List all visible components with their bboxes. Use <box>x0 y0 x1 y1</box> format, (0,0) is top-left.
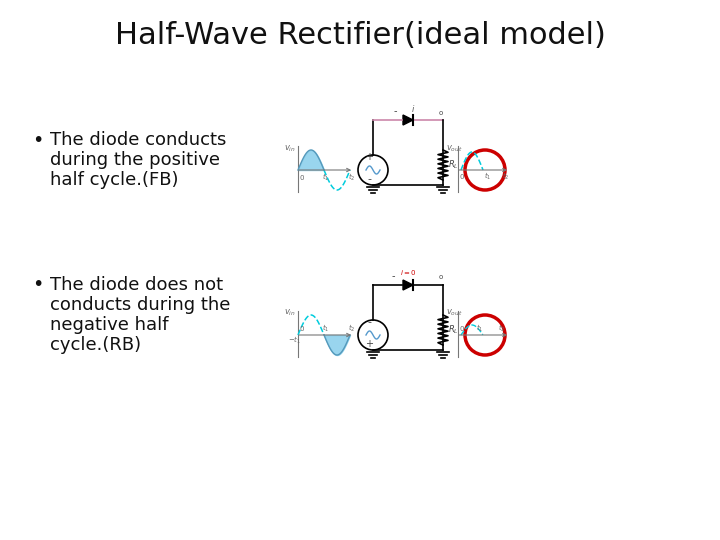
Text: 0: 0 <box>459 174 464 180</box>
Text: $R_L$: $R_L$ <box>448 159 459 171</box>
Text: during the positive: during the positive <box>50 151 220 169</box>
Text: $v_{out}$: $v_{out}$ <box>446 308 463 319</box>
Text: The diode does not: The diode does not <box>50 276 223 294</box>
Text: $t_1$: $t_1$ <box>322 323 329 334</box>
Text: $t_2$: $t_2$ <box>348 172 356 183</box>
Text: The diode conducts: The diode conducts <box>50 131 226 149</box>
Polygon shape <box>403 115 413 125</box>
Text: +: + <box>365 152 373 162</box>
Text: +: + <box>365 339 373 349</box>
Text: $v_{in}$: $v_{in}$ <box>284 143 296 153</box>
Text: $v_{in}$: $v_{in}$ <box>284 308 296 319</box>
Text: negative half: negative half <box>50 316 168 334</box>
Polygon shape <box>403 280 413 290</box>
Text: conducts during the: conducts during the <box>50 296 230 314</box>
Text: $t_1$: $t_1$ <box>484 171 491 182</box>
Text: •: • <box>32 131 43 150</box>
Text: cycle.(RB): cycle.(RB) <box>50 336 141 354</box>
Text: 0: 0 <box>299 326 304 332</box>
Text: -: - <box>394 106 397 116</box>
Text: $R_L$: $R_L$ <box>448 324 459 336</box>
Text: $i$: $i$ <box>411 103 415 114</box>
Text: $t_2$: $t_2$ <box>502 171 509 182</box>
Text: -: - <box>392 271 395 281</box>
Text: -: - <box>367 317 371 327</box>
Text: $t_2$: $t_2$ <box>348 323 356 334</box>
Text: 0: 0 <box>459 326 464 332</box>
Text: $i = 0$: $i = 0$ <box>400 268 416 277</box>
Text: $t_2$: $t_2$ <box>498 323 505 334</box>
Text: o: o <box>439 110 444 116</box>
Text: $t_1$: $t_1$ <box>322 172 329 183</box>
Text: Half-Wave Rectifier(ideal model): Half-Wave Rectifier(ideal model) <box>114 21 606 50</box>
Text: •: • <box>32 275 43 294</box>
Text: 0: 0 <box>299 175 304 181</box>
Text: $t_1$: $t_1$ <box>476 323 483 334</box>
Text: $-t_1$: $-t_1$ <box>288 335 301 346</box>
Text: -: - <box>367 174 371 184</box>
Text: half cycle.(FB): half cycle.(FB) <box>50 171 179 189</box>
Text: o: o <box>439 274 444 280</box>
Text: $v_{out}$: $v_{out}$ <box>446 143 463 153</box>
